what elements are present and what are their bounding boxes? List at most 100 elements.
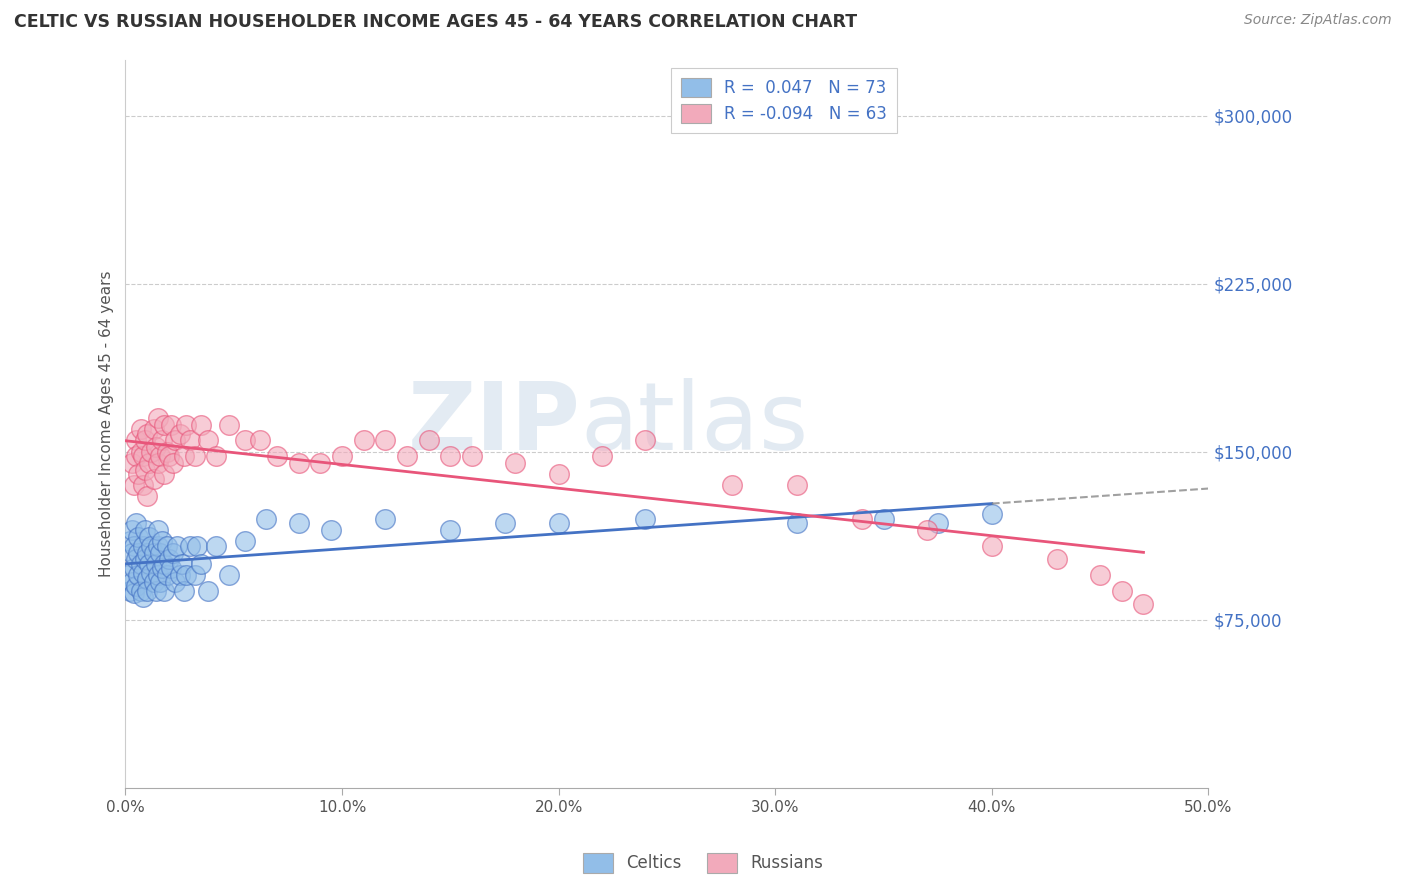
Point: [266, 449, 288, 463]
Point: [125, 516, 148, 531]
Point: [122, 561, 145, 575]
Point: [146, 539, 169, 553]
Point: [184, 449, 207, 463]
Point: [117, 568, 139, 582]
Point: [166, 539, 188, 553]
Point: [145, 583, 167, 598]
Point: [980, 539, 1002, 553]
Point: [915, 523, 938, 537]
Point: [439, 523, 461, 537]
Point: [980, 508, 1002, 522]
Point: [146, 456, 169, 470]
Text: ZIP: ZIP: [408, 377, 581, 470]
Point: [134, 552, 156, 566]
Point: [309, 456, 332, 470]
Point: [591, 449, 613, 463]
Point: [136, 490, 159, 504]
Point: [141, 566, 163, 580]
Point: [132, 591, 155, 605]
Point: [129, 583, 152, 598]
Legend: Celtics, Russians: Celtics, Russians: [576, 847, 830, 880]
Point: [132, 566, 155, 580]
Point: [149, 449, 172, 463]
Point: [218, 568, 240, 582]
Point: [169, 426, 191, 441]
Point: [505, 456, 527, 470]
Point: [1046, 552, 1069, 566]
Point: [153, 417, 176, 432]
Point: [122, 539, 145, 553]
Point: [149, 545, 172, 559]
Point: [287, 456, 309, 470]
Point: [125, 552, 148, 566]
Point: [179, 539, 201, 553]
Point: [165, 574, 187, 589]
Point: [184, 568, 207, 582]
Point: [254, 512, 277, 526]
Point: [138, 530, 160, 544]
Point: [721, 478, 744, 492]
Point: [418, 434, 440, 448]
Point: [125, 579, 148, 593]
Point: [127, 545, 149, 559]
Point: [156, 444, 179, 458]
Point: [138, 557, 160, 571]
Point: [132, 478, 155, 492]
Text: atlas: atlas: [581, 377, 808, 470]
Point: [197, 434, 219, 448]
Point: [186, 539, 208, 553]
Point: [145, 557, 167, 571]
Point: [173, 449, 195, 463]
Point: [165, 434, 187, 448]
Point: [129, 422, 152, 436]
Point: [150, 534, 173, 549]
Point: [170, 557, 193, 571]
Point: [132, 449, 155, 463]
Point: [146, 523, 169, 537]
Point: [121, 545, 143, 559]
Point: [287, 516, 309, 531]
Point: [160, 561, 183, 575]
Point: [190, 557, 212, 571]
Point: [134, 434, 156, 448]
Point: [129, 444, 152, 458]
Point: [162, 456, 184, 470]
Y-axis label: Householder Income Ages 45 - 64 years: Householder Income Ages 45 - 64 years: [100, 270, 114, 577]
Point: [179, 434, 201, 448]
Text: CELTIC VS RUSSIAN HOUSEHOLDER INCOME AGES 45 - 64 YEARS CORRELATION CHART: CELTIC VS RUSSIAN HOUSEHOLDER INCOME AGE…: [14, 13, 858, 31]
Point: [153, 467, 176, 481]
Point: [153, 557, 176, 571]
Point: [142, 545, 165, 559]
Point: [156, 568, 179, 582]
Point: [150, 434, 173, 448]
Point: [145, 440, 167, 454]
Point: [160, 417, 183, 432]
Point: [157, 552, 180, 566]
Point: [125, 434, 148, 448]
Point: [121, 574, 143, 589]
Point: [118, 583, 141, 598]
Point: [146, 411, 169, 425]
Point: [132, 539, 155, 553]
Point: [197, 583, 219, 598]
Point: [461, 449, 484, 463]
Point: [927, 516, 949, 531]
Point: [127, 530, 149, 544]
Point: [157, 449, 180, 463]
Point: [150, 561, 173, 575]
Point: [118, 534, 141, 549]
Point: [547, 467, 569, 481]
Point: [174, 568, 197, 582]
Point: [1088, 568, 1111, 582]
Point: [141, 444, 163, 458]
Text: Source: ZipAtlas.com: Source: ZipAtlas.com: [1244, 13, 1392, 28]
Point: [233, 434, 256, 448]
Point: [136, 426, 159, 441]
Point: [136, 573, 159, 587]
Point: [142, 422, 165, 436]
Point: [173, 583, 195, 598]
Point: [353, 434, 375, 448]
Point: [174, 417, 197, 432]
Point: [136, 545, 159, 559]
Point: [134, 462, 156, 476]
